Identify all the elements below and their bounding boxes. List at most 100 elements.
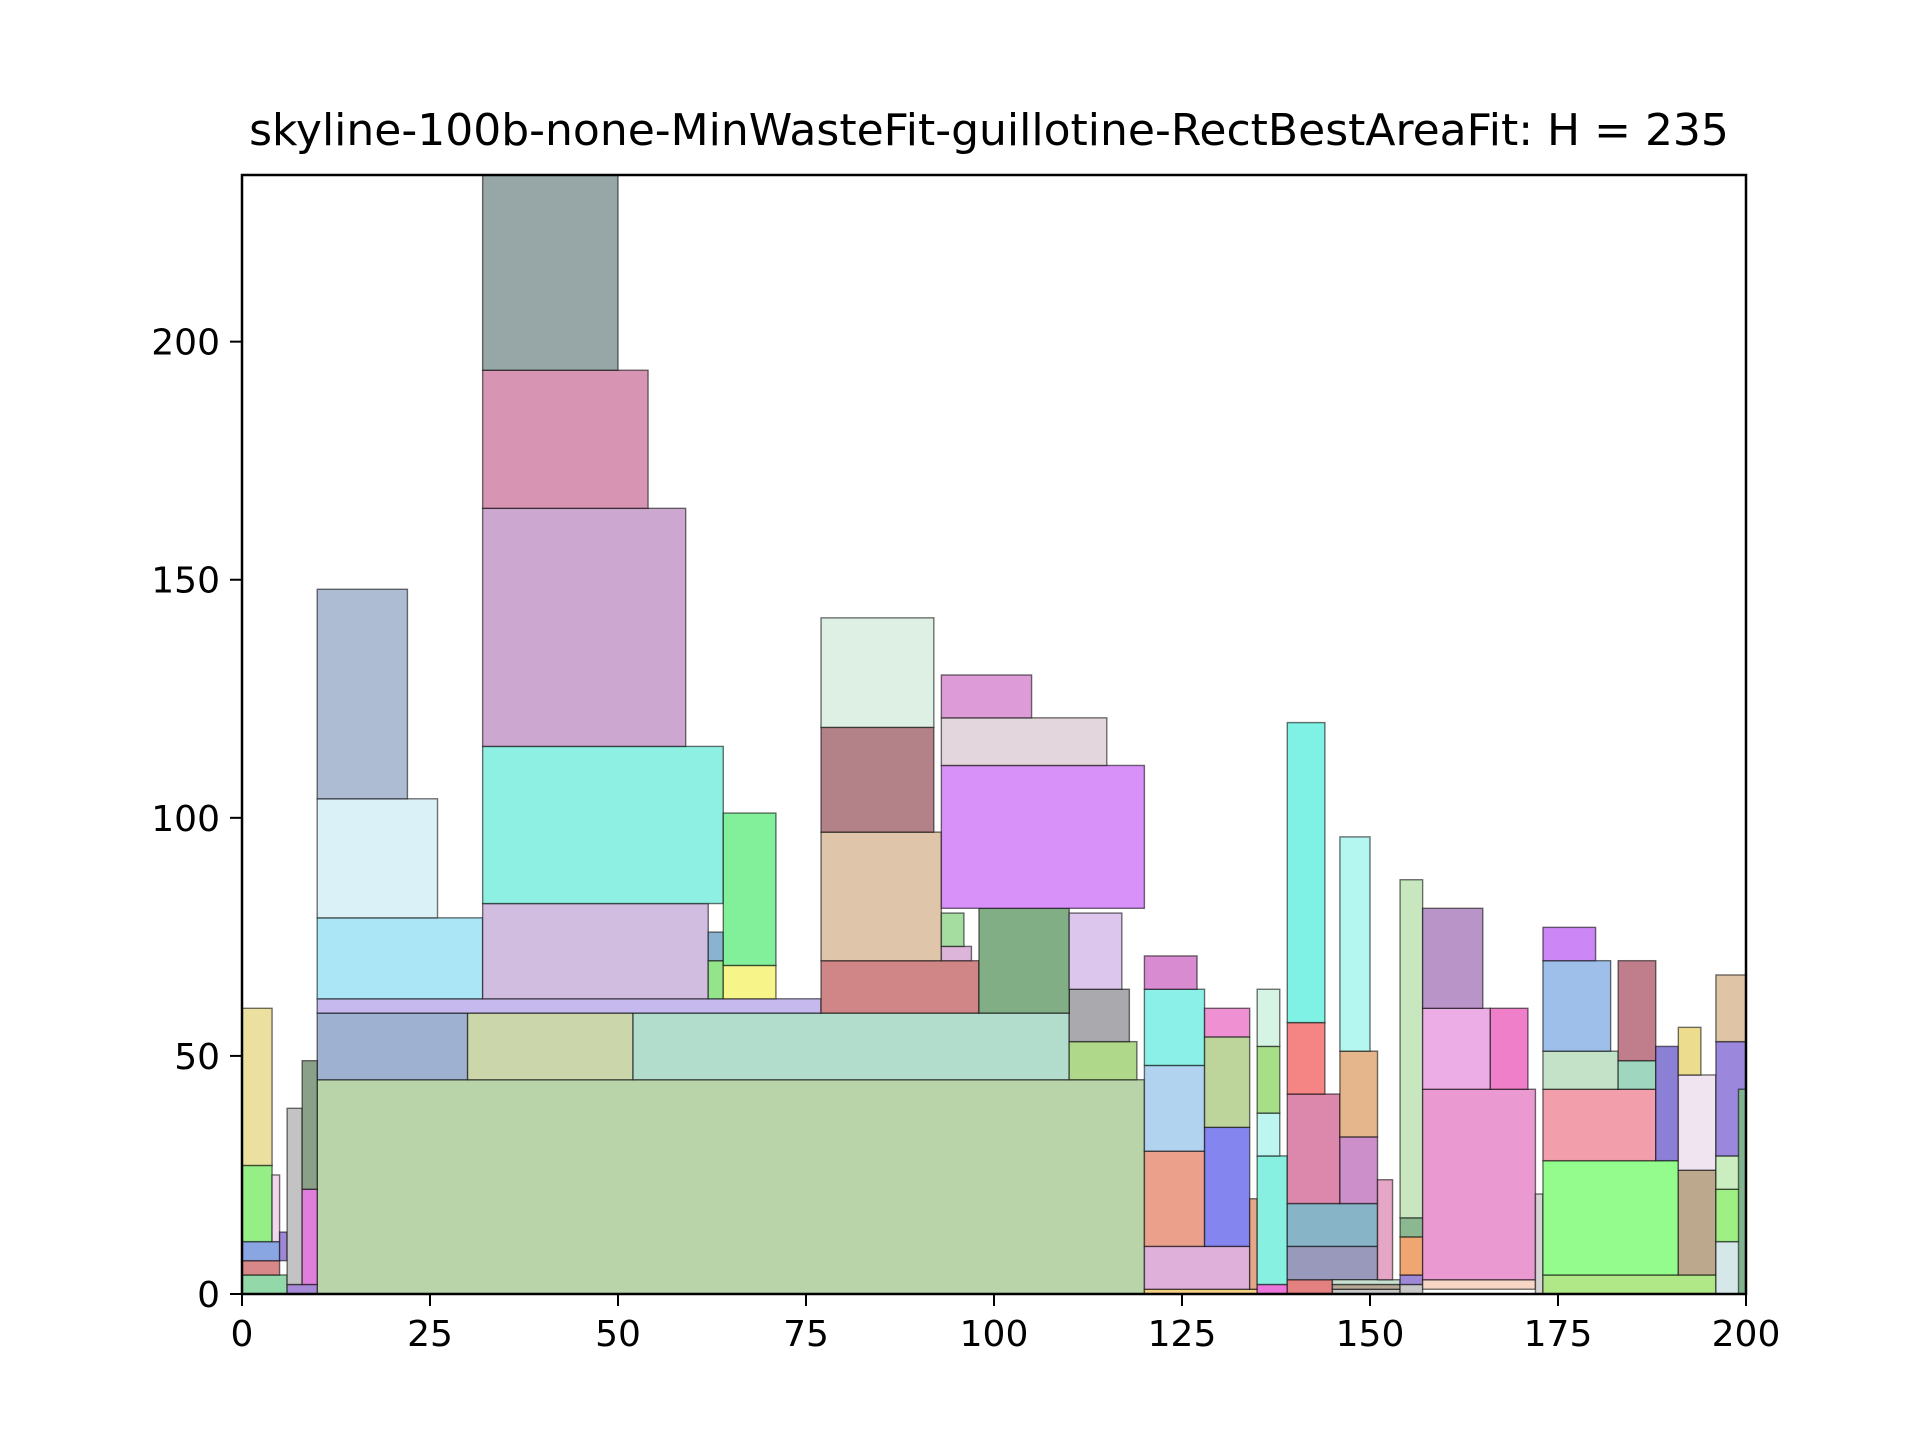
packed-rectangle-9 — [316, 588, 409, 800]
packed-rectangle-78 — [1489, 1007, 1529, 1090]
packed-rectangle-25 — [978, 907, 1070, 1014]
packed-rectangle-52 — [1256, 1155, 1288, 1286]
chart-title: skyline-100b-none-MinWasteFit-guillotine… — [249, 105, 1729, 156]
packed-rectangle-34 — [241, 1007, 273, 1167]
packed-rectangle-14 — [481, 174, 619, 371]
packed-rectangle-82 — [1542, 1088, 1657, 1162]
packed-rectangle-71 — [1399, 1236, 1424, 1276]
packed-rectangle-37 — [286, 1283, 318, 1295]
packed-rectangle-86 — [1617, 1059, 1657, 1090]
packed-rectangle-48 — [1203, 1036, 1251, 1129]
packed-rectangle-38 — [286, 1107, 303, 1286]
packed-rectangle-54 — [1256, 1045, 1281, 1114]
y-tick-label-150: 150 — [151, 561, 220, 602]
packed-rectangle-32 — [241, 1240, 281, 1262]
packed-rectangle-6 — [316, 998, 822, 1014]
packed-rectangle-18 — [722, 812, 777, 967]
packed-rectangle-77 — [1421, 907, 1484, 1009]
x-tick-label-75: 75 — [783, 1314, 829, 1355]
packed-rectangle-80 — [1542, 1274, 1717, 1295]
packed-rectangle-21 — [820, 726, 935, 833]
packed-rectangle-13 — [481, 369, 649, 510]
packed-rectangle-73 — [1399, 879, 1424, 1219]
rectangles-layer — [241, 174, 1747, 1295]
packed-rectangle-39 — [301, 1188, 318, 1286]
packed-rectangle-81 — [1542, 1159, 1680, 1276]
packed-rectangle-10 — [481, 902, 709, 1000]
packed-rectangle-61 — [1286, 721, 1326, 1024]
packed-rectangle-0 — [316, 1079, 1146, 1295]
packed-rectangle-76 — [1421, 1007, 1492, 1090]
packed-rectangle-46 — [1143, 955, 1198, 990]
packed-rectangle-79 — [1534, 1193, 1544, 1295]
packed-rectangle-22 — [820, 617, 935, 729]
packed-rectangle-19 — [820, 959, 980, 1014]
packed-rectangle-87 — [1617, 959, 1657, 1062]
packed-rectangle-56 — [1286, 1279, 1334, 1295]
packed-rectangle-55 — [1256, 988, 1281, 1048]
packed-rectangle-2 — [466, 1012, 634, 1081]
packed-rectangle-69 — [1399, 1283, 1424, 1295]
packed-rectangle-20 — [820, 831, 943, 962]
packed-rectangle-33 — [241, 1164, 273, 1243]
packed-rectangle-7 — [316, 917, 484, 1000]
packed-rectangle-31 — [241, 1259, 281, 1276]
packed-rectangle-5 — [1068, 988, 1131, 1043]
packed-rectangle-90 — [1677, 1074, 1717, 1171]
packed-rectangle-72 — [1399, 1217, 1424, 1238]
packed-rectangle-75 — [1421, 1088, 1537, 1281]
packed-rectangle-67 — [1339, 836, 1371, 1052]
packed-rectangle-27 — [940, 717, 1108, 767]
packed-rectangle-15 — [707, 959, 724, 1000]
packed-rectangle-57 — [1286, 1245, 1379, 1281]
x-tick-label-0: 0 — [231, 1314, 254, 1355]
packed-rectangle-84 — [1542, 959, 1612, 1052]
packed-rectangle-89 — [1677, 1169, 1717, 1276]
packed-rectangle-63 — [1331, 1283, 1401, 1290]
packed-rectangle-12 — [481, 507, 687, 748]
y-tick-label-50: 50 — [174, 1037, 220, 1078]
packed-rectangle-36 — [278, 1231, 288, 1262]
packed-rectangle-70 — [1399, 1274, 1424, 1286]
packed-rectangle-1 — [316, 1012, 469, 1081]
packed-rectangle-45 — [1143, 988, 1206, 1067]
packed-rectangle-16 — [707, 931, 724, 962]
packed-rectangle-35 — [271, 1174, 281, 1243]
packed-rectangle-65 — [1339, 1136, 1379, 1205]
packed-rectangle-47 — [1203, 1126, 1251, 1248]
packed-rectangle-53 — [1256, 1112, 1281, 1157]
packed-rectangle-91 — [1677, 1026, 1702, 1076]
ticks-layer: 0 25 50 75 100 125 150 175 200 0 50 100 150 200 — [151, 323, 1780, 1355]
x-tick-label-125: 125 — [1148, 1314, 1217, 1355]
packed-rectangle-8 — [316, 798, 439, 919]
packed-rectangle-3 — [632, 1012, 1070, 1081]
packed-rectangle-51 — [1256, 1283, 1288, 1295]
x-tick-label-150: 150 — [1336, 1314, 1405, 1355]
packed-rectangle-23 — [940, 945, 973, 962]
x-tick-label-200: 200 — [1712, 1314, 1781, 1355]
packed-rectangle-50 — [1248, 1198, 1258, 1290]
packed-rectangle-74 — [1421, 1279, 1537, 1290]
packed-rectangle-96 — [1715, 974, 1747, 1043]
packed-rectangle-26 — [940, 764, 1146, 910]
packed-rectangle-83 — [1542, 1050, 1619, 1090]
packed-rectangle-40 — [301, 1059, 318, 1190]
packed-rectangle-58 — [1286, 1202, 1379, 1248]
packed-rectangle-11 — [481, 745, 724, 905]
x-tick-label-50: 50 — [595, 1314, 641, 1355]
packed-rectangle-85 — [1542, 926, 1597, 962]
packed-rectangle-66 — [1339, 1050, 1379, 1138]
y-tick-label-200: 200 — [151, 323, 220, 364]
packed-rectangle-30 — [241, 1274, 288, 1295]
packed-rectangle-43 — [1143, 1150, 1206, 1248]
packed-rectangle-68 — [1376, 1179, 1394, 1281]
packed-rectangle-28 — [940, 674, 1033, 719]
y-tick-label-0: 0 — [197, 1275, 220, 1316]
packed-rectangle-17 — [722, 964, 777, 1000]
packed-rectangle-49 — [1203, 1007, 1251, 1038]
packed-rectangle-29 — [1068, 912, 1123, 990]
x-tick-label-100: 100 — [960, 1314, 1029, 1355]
y-tick-label-100: 100 — [151, 799, 220, 840]
packed-rectangle-4 — [1068, 1040, 1138, 1081]
